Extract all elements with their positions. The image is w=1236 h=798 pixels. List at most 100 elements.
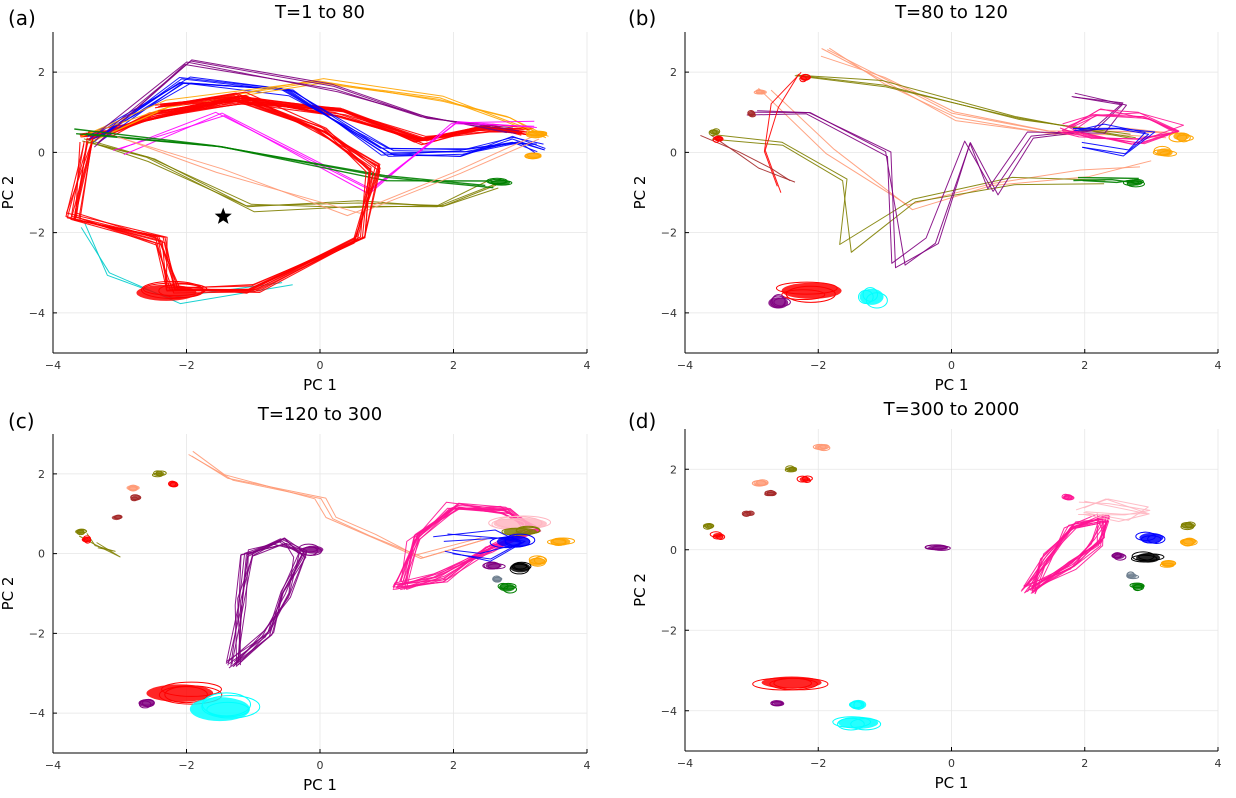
cluster-ring: [201, 694, 261, 719]
cluster-ring: [499, 582, 517, 590]
series-line-olive: [86, 141, 497, 208]
panel-label: (a): [8, 6, 36, 30]
y-tick-label: −2: [661, 624, 677, 637]
series-line-salmon: [116, 136, 533, 217]
series-line-pink: [1078, 501, 1151, 516]
cluster-ring: [486, 177, 508, 185]
cluster-ring: [755, 89, 763, 94]
cluster-orange: [1168, 132, 1194, 143]
y-tick-label: 2: [670, 66, 677, 79]
y-tick-label: 2: [38, 468, 45, 481]
series-line-salmon: [188, 454, 486, 559]
series-line-purple: [746, 96, 1123, 264]
cluster-ring: [1162, 560, 1176, 566]
cluster-ring: [753, 90, 765, 95]
cluster-ring: [853, 700, 865, 710]
cluster-ring: [528, 555, 546, 565]
x-tick-label: −4: [45, 359, 61, 372]
y-axis-label: PC 2: [0, 577, 17, 611]
cluster-ring: [483, 561, 501, 570]
x-tick-label: 2: [450, 759, 457, 772]
cluster-olive: [75, 528, 88, 536]
cluster-ring: [1176, 134, 1194, 142]
cluster-ring: [299, 546, 322, 556]
cluster-black: [1130, 551, 1165, 563]
cluster-cyan: [189, 692, 261, 722]
panel-a: (a) T=1 to 80 −4 −2 0 2 4 −4 −2 0 2 PC 1 PC 2: [0, 0, 618, 399]
cluster-green: [486, 177, 513, 186]
series-line-magenta-loop: [1029, 520, 1104, 595]
cluster-ring: [924, 544, 947, 551]
cluster-olive: [784, 465, 798, 473]
cluster-red: [167, 480, 179, 488]
cluster-ring: [1126, 571, 1135, 578]
cluster-red: [81, 535, 92, 544]
panel-d: (d) T=300 to 2000 −4 −2 0 2 4 −4 −2 0 2 PC 1 PC 2: [618, 399, 1236, 798]
cluster-orange: [528, 555, 548, 567]
x-tick-label: 0: [317, 759, 324, 772]
cluster-olive: [151, 470, 167, 478]
cluster-ring: [550, 537, 567, 546]
cluster-blue: [489, 533, 536, 549]
x-axis-label: PC 1: [303, 776, 337, 794]
cluster-ring: [769, 677, 829, 691]
cluster-red: [712, 135, 724, 143]
x-tick-label: 0: [948, 757, 955, 770]
cluster-ring: [784, 467, 797, 473]
cluster-ring: [206, 701, 250, 718]
cluster-ring: [139, 699, 155, 706]
cluster-ring: [83, 536, 92, 544]
cluster-ring: [753, 479, 767, 486]
cluster-ring: [819, 444, 830, 450]
series-line-magenta: [1061, 108, 1175, 146]
cluster-olive: [501, 525, 541, 536]
cluster-ring: [712, 128, 721, 135]
cluster-ring: [799, 75, 807, 83]
cluster-ring: [785, 285, 836, 303]
y-tick-label: −2: [29, 627, 45, 640]
cluster-ring: [158, 685, 223, 705]
cluster-ring: [865, 292, 888, 309]
series-line-green: [1077, 176, 1139, 180]
cluster-cyan: [848, 699, 867, 710]
cluster-magenta: [1061, 493, 1075, 501]
cluster-brown: [747, 109, 756, 118]
cluster-brown: [741, 510, 755, 517]
cluster-ring: [161, 681, 222, 697]
series-line-red-lower-loop: [73, 95, 381, 292]
cluster-orange: [1152, 145, 1178, 157]
series-line-red-upper: [763, 71, 802, 187]
cluster-red: [752, 676, 829, 691]
cluster-ring: [932, 545, 951, 551]
y-tick-label: 2: [670, 463, 677, 476]
cluster-ring: [525, 130, 548, 136]
y-tick-label: −2: [661, 227, 677, 240]
series-line-purple-loop: [228, 537, 300, 669]
x-tick-label: −2: [178, 759, 194, 772]
cluster-red: [709, 531, 726, 541]
cluster-ring: [752, 677, 818, 691]
cluster-green: [1122, 178, 1145, 188]
cluster-ring: [158, 283, 205, 299]
cluster-ring: [1122, 179, 1139, 186]
cluster-ring: [155, 470, 167, 476]
cluster-salmon: [751, 479, 769, 487]
cluster-ring: [858, 289, 874, 305]
x-axis-label: PC 1: [935, 774, 969, 792]
start-star-marker: [214, 207, 232, 224]
series-line-brown: [710, 134, 796, 183]
cluster-ring: [153, 470, 163, 476]
series-line-red-lower-loop: [74, 95, 376, 289]
y-tick-label: 2: [38, 66, 45, 79]
cluster-ring: [748, 111, 756, 116]
x-tick-label: 0: [317, 359, 324, 372]
cluster-blob: [146, 684, 214, 702]
cluster-ring: [773, 297, 791, 307]
cluster-green: [497, 582, 518, 594]
cluster-ring: [1180, 538, 1198, 547]
x-tick-label: 4: [584, 759, 591, 772]
cluster-gray: [1126, 571, 1140, 580]
cluster-ring: [497, 582, 509, 590]
cluster-ring: [501, 527, 531, 536]
cluster-purple: [138, 698, 155, 709]
